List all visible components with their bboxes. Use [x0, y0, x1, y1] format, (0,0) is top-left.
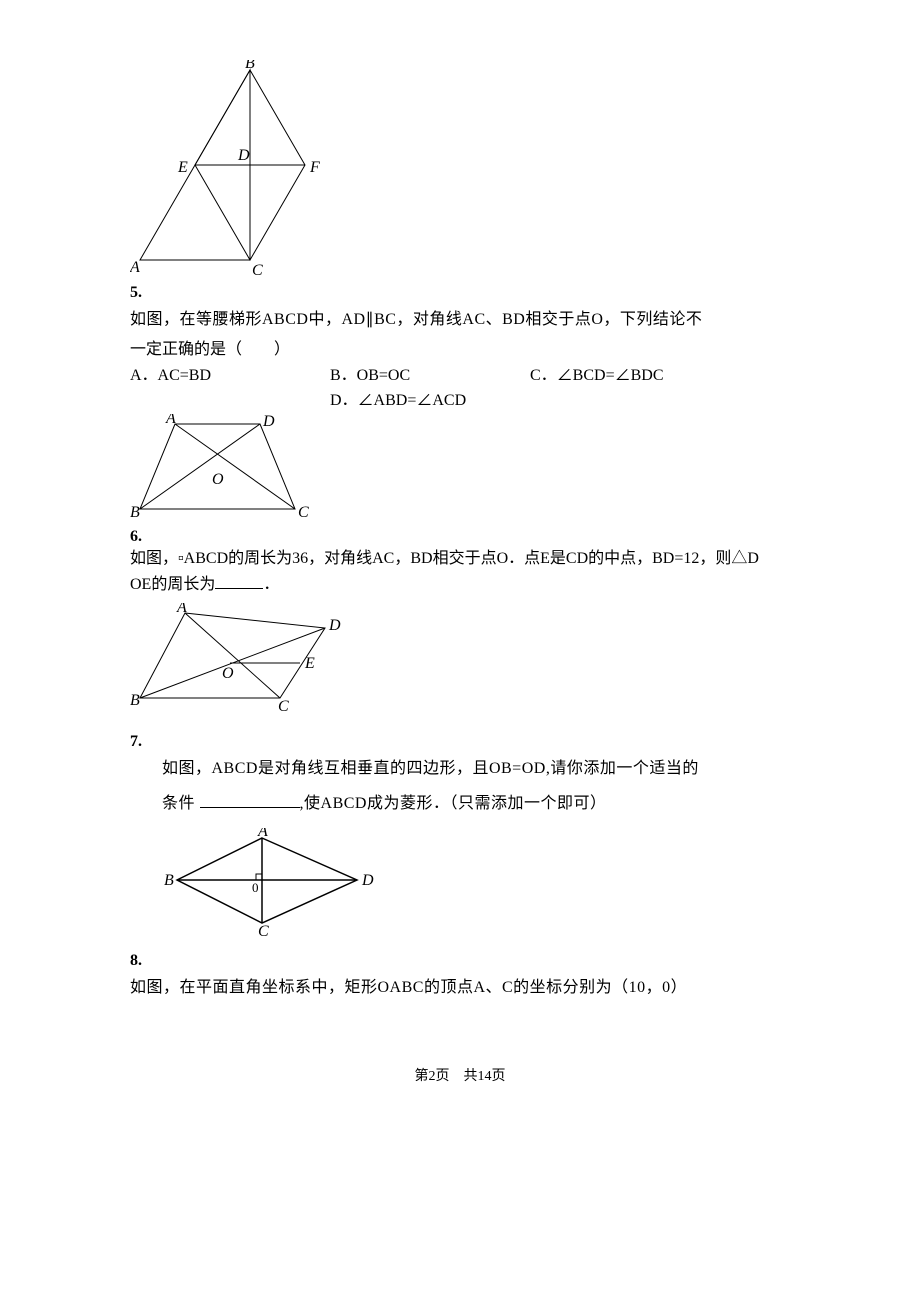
label-C: C — [298, 504, 309, 521]
q7-text-line2: 条件 ,使ABCD成为菱形．（只需添加一个即可） — [130, 786, 790, 821]
label-A: A — [257, 828, 268, 840]
q8-text: 如图，在平面直角坐标系中，矩形OABC的顶点A、C的坐标分别为（10，0） — [130, 970, 790, 1005]
label-D: D — [237, 147, 250, 164]
label-B: B — [245, 60, 255, 72]
q7-number: 7. — [130, 733, 790, 751]
label-A: A — [130, 259, 140, 276]
q5-option-d: D．∠ABD=∠ACD — [330, 388, 466, 414]
figure-q5: A D B C O — [130, 414, 790, 524]
q5-options: A．AC=BD B．OB=OC C．∠BCD=∠BDC D．∠ABD=∠ACD — [130, 363, 790, 414]
label-B: B — [164, 872, 174, 889]
label-O: O — [222, 665, 234, 682]
label-B: B — [130, 692, 140, 709]
label-D: D — [361, 872, 374, 889]
q6-blank — [215, 572, 263, 589]
label-E: E — [304, 655, 315, 672]
label-D: D — [328, 617, 341, 634]
label-C: C — [258, 923, 269, 938]
label-A: A — [165, 414, 176, 427]
q5-option-a: A．AC=BD — [130, 363, 330, 389]
q5-option-c: C．∠BCD=∠BDC — [530, 363, 730, 389]
q6-text-line1: 如图，▫ABCD的周长为36，对角线AC，BD相交于点O．点E是CD的中点，BD… — [130, 546, 790, 572]
label-D: D — [262, 414, 275, 430]
label-O: O — [212, 471, 224, 488]
label-C: C — [278, 698, 289, 713]
page-footer: 第2页 共14页 — [130, 1065, 790, 1085]
q5-number: 5. — [130, 284, 790, 302]
q5-option-b: B．OB=OC — [330, 363, 530, 389]
label-F: F — [309, 159, 320, 176]
q5-text-line2: 一定正确的是（ ） — [130, 337, 790, 363]
q5-text-line1: 如图，在等腰梯形ABCD中，AD∥BC，对角线AC、BD相交于点O，下列结论不 — [130, 302, 790, 337]
label-C: C — [252, 262, 263, 279]
q6-text-line2: OE的周长为． — [130, 572, 790, 598]
q6-number: 6. — [130, 528, 790, 546]
label-B: B — [130, 504, 140, 521]
q7-blank — [200, 791, 300, 808]
label-A: A — [176, 603, 187, 616]
q7-text-line1: 如图，ABCD是对角线互相垂直的四边形，且OB=OD,请你添加一个适当的 — [130, 751, 790, 786]
figure-q6: A D B C O E — [130, 603, 790, 713]
q8-number: 8. — [130, 952, 790, 970]
figure-q4: A B C D E F — [130, 60, 790, 280]
label-O: 0 — [252, 880, 259, 895]
label-E: E — [177, 159, 188, 176]
figure-q7: A B C D 0 — [162, 828, 790, 938]
